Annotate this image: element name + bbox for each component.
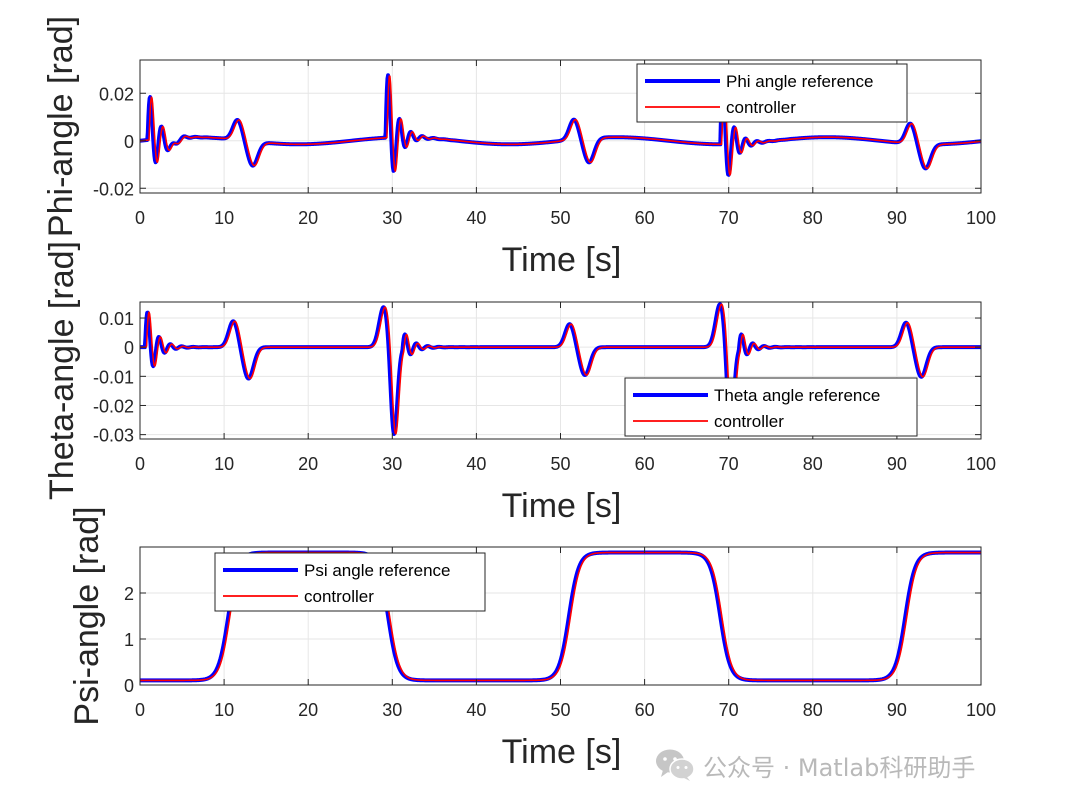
x-axis-label: Time [s] bbox=[502, 241, 622, 279]
x-axis-label: Time [s] bbox=[502, 487, 622, 525]
legend-label: controller bbox=[304, 587, 374, 606]
watermark: 公众号 · Matlab科研助手 bbox=[655, 747, 975, 783]
x-tick-label: 20 bbox=[298, 454, 318, 474]
x-tick-label: 10 bbox=[214, 700, 234, 720]
y-tick-label: 1 bbox=[124, 630, 134, 650]
x-tick-label: 70 bbox=[719, 208, 739, 228]
x-tick-label: 40 bbox=[466, 208, 486, 228]
x-tick-label: 50 bbox=[550, 454, 570, 474]
y-axis-label: Phi-angle [rad] bbox=[42, 16, 80, 237]
legend-label: Psi angle reference bbox=[304, 561, 450, 580]
x-tick-label: 0 bbox=[135, 208, 145, 228]
y-tick-label: -0.02 bbox=[93, 396, 134, 416]
legend-psi: Psi angle reference controller bbox=[214, 552, 486, 612]
legend-label: Phi angle reference bbox=[726, 72, 873, 91]
y-axis-label: Psi-angle [rad] bbox=[68, 506, 106, 725]
x-tick-label: 60 bbox=[635, 454, 655, 474]
x-tick-label: 40 bbox=[466, 454, 486, 474]
chart-theta: 0 10 20 30 40 50 60 70 80 90 100 0.01 0 -0.01 -0.02 -0.… bbox=[43, 241, 996, 525]
x-tick-label: 50 bbox=[550, 700, 570, 720]
x-tick-label: 80 bbox=[803, 454, 823, 474]
series-line-controller bbox=[140, 303, 981, 435]
y-tick-label: -0.02 bbox=[93, 179, 134, 199]
x-tick-label: 100 bbox=[966, 700, 996, 720]
x-tick-label: 90 bbox=[887, 700, 907, 720]
x-tick-label: 30 bbox=[382, 700, 402, 720]
x-tick-label: 60 bbox=[635, 700, 655, 720]
x-tick-label: 50 bbox=[550, 208, 570, 228]
series-line-controller bbox=[140, 75, 981, 176]
x-tick-label: 80 bbox=[803, 208, 823, 228]
series-group-phi bbox=[140, 73, 981, 177]
legend-theta: Theta angle reference controller bbox=[624, 377, 918, 437]
wechat-icon bbox=[656, 749, 695, 781]
y-axis-label: Theta-angle [rad] bbox=[43, 241, 81, 500]
y-tick-label: 2 bbox=[124, 584, 134, 604]
x-tick-label: 0 bbox=[135, 454, 145, 474]
x-tick-label: 0 bbox=[135, 700, 145, 720]
legend-label: Theta angle reference bbox=[714, 386, 880, 405]
x-tick-label: 40 bbox=[466, 700, 486, 720]
y-tick-label: -0.01 bbox=[93, 367, 134, 387]
legend-box bbox=[624, 377, 918, 437]
x-tick-label: 70 bbox=[719, 700, 739, 720]
x-tick-label: 10 bbox=[214, 208, 234, 228]
watermark-text: 公众号 · Matlab科研助手 bbox=[703, 753, 976, 782]
y-tick-label: 0.01 bbox=[99, 309, 134, 329]
x-tick-label: 30 bbox=[382, 208, 402, 228]
y-tick-label: -0.03 bbox=[93, 426, 134, 446]
series-group-theta bbox=[140, 302, 981, 436]
x-tick-label: 30 bbox=[382, 454, 402, 474]
x-tick-label: 90 bbox=[887, 454, 907, 474]
x-tick-label: 60 bbox=[635, 208, 655, 228]
y-tick-label: 0 bbox=[124, 338, 134, 358]
x-tick-label: 100 bbox=[966, 454, 996, 474]
y-tick-label: 0.02 bbox=[99, 84, 134, 104]
y-tick-label: 0 bbox=[124, 132, 134, 152]
x-tick-label: 10 bbox=[214, 454, 234, 474]
x-tick-label: 100 bbox=[966, 208, 996, 228]
legend-label: controller bbox=[726, 98, 796, 117]
x-tick-label: 80 bbox=[803, 700, 823, 720]
legend-label: controller bbox=[714, 412, 784, 431]
legend-phi: Phi angle reference controller bbox=[636, 63, 908, 123]
x-tick-label: 90 bbox=[887, 208, 907, 228]
x-tick-label: 20 bbox=[298, 208, 318, 228]
legend-box bbox=[214, 552, 486, 612]
legend-box bbox=[636, 63, 908, 123]
y-tick-label: 0 bbox=[124, 676, 134, 696]
x-axis-label: Time [s] bbox=[502, 733, 622, 771]
x-tick-label: 20 bbox=[298, 700, 318, 720]
x-tick-label: 70 bbox=[719, 454, 739, 474]
